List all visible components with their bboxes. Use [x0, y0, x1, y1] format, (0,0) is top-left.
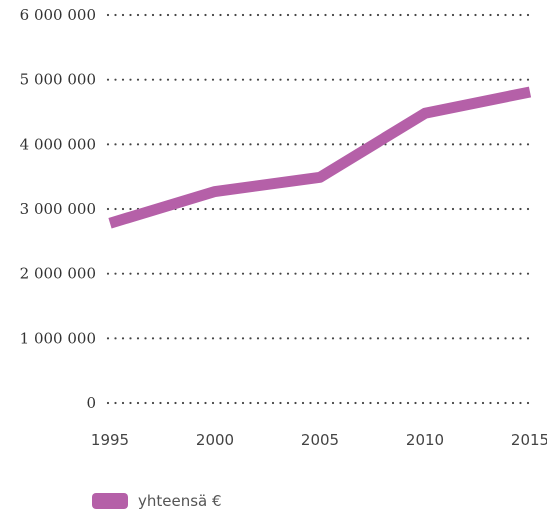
y-tick-label: 3 000 000 — [20, 200, 96, 218]
legend-swatch — [92, 493, 128, 509]
x-tick-label: 2000 — [196, 431, 234, 449]
legend-label: yhteensä € — [138, 492, 222, 510]
x-tick-label: 2015 — [511, 431, 547, 449]
line-chart: 0 1 000 000 2 000 000 3 000 000 4 000 000 5 0… — [20, 6, 547, 449]
y-tick-label: 4 000 000 — [20, 135, 96, 153]
y-tick-label: 5 000 000 — [20, 71, 96, 89]
y-tick-label: 1 000 000 — [20, 329, 96, 347]
series-line — [108, 86, 532, 229]
x-tick-label: 1995 — [91, 431, 129, 449]
y-tick-label: 2 000 000 — [20, 265, 96, 283]
legend: yhteensä € — [92, 492, 222, 510]
x-tick-label: 2010 — [406, 431, 444, 449]
y-tick-label: 0 — [86, 394, 96, 412]
y-tick-label: 6 000 000 — [20, 6, 96, 24]
x-tick-label: 2005 — [301, 431, 339, 449]
